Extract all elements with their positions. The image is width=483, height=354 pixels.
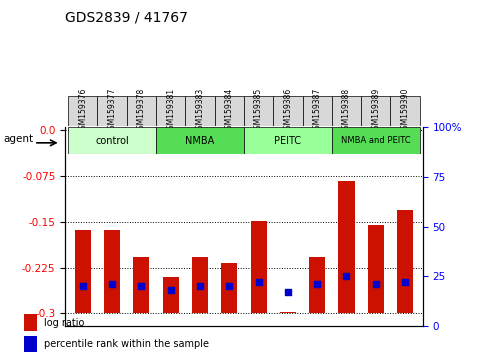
Text: GSM159389: GSM159389 xyxy=(371,87,380,134)
Text: GSM159384: GSM159384 xyxy=(225,87,234,134)
Bar xyxy=(156,127,244,154)
Bar xyxy=(309,257,325,314)
Bar xyxy=(368,225,384,314)
Point xyxy=(196,283,204,289)
Text: log ratio: log ratio xyxy=(44,318,85,327)
Bar xyxy=(251,221,267,314)
Text: agent: agent xyxy=(3,133,33,144)
Bar xyxy=(127,96,156,126)
Text: GSM159383: GSM159383 xyxy=(196,87,204,134)
Point xyxy=(79,283,86,289)
Bar xyxy=(244,96,273,126)
Bar xyxy=(339,181,355,314)
Bar xyxy=(24,314,38,331)
Bar xyxy=(68,127,156,154)
Bar xyxy=(214,96,244,126)
Bar xyxy=(156,96,185,126)
Text: percentile rank within the sample: percentile rank within the sample xyxy=(44,339,210,349)
Text: GSM159386: GSM159386 xyxy=(284,87,292,134)
Point xyxy=(372,281,380,287)
Bar xyxy=(280,312,296,314)
Point xyxy=(167,287,174,293)
Text: NMBA: NMBA xyxy=(185,136,214,146)
Point xyxy=(313,281,321,287)
Bar xyxy=(244,127,332,154)
Bar xyxy=(332,96,361,126)
Bar xyxy=(133,257,149,314)
Bar xyxy=(68,96,98,126)
Bar xyxy=(221,263,237,314)
Text: PEITC: PEITC xyxy=(274,136,301,146)
Point xyxy=(401,279,409,285)
Bar xyxy=(192,257,208,314)
Text: GSM159390: GSM159390 xyxy=(400,87,410,134)
Text: GDS2839 / 41767: GDS2839 / 41767 xyxy=(65,11,188,25)
Text: GSM159376: GSM159376 xyxy=(78,87,87,134)
Text: GSM159381: GSM159381 xyxy=(166,87,175,134)
Bar xyxy=(24,336,38,352)
Bar xyxy=(390,96,420,126)
Text: GSM159388: GSM159388 xyxy=(342,87,351,134)
Bar xyxy=(163,277,179,314)
Point xyxy=(226,283,233,289)
Text: GSM159387: GSM159387 xyxy=(313,87,322,134)
Point xyxy=(255,279,262,285)
Point xyxy=(138,283,145,289)
Bar xyxy=(397,210,413,314)
Bar xyxy=(75,230,91,314)
Bar xyxy=(361,96,390,126)
Bar xyxy=(332,127,420,154)
Text: control: control xyxy=(95,136,129,146)
Text: NMBA and PEITC: NMBA and PEITC xyxy=(341,136,411,145)
Point xyxy=(284,289,292,295)
Text: GSM159377: GSM159377 xyxy=(108,87,116,134)
Point xyxy=(108,281,116,287)
Bar xyxy=(273,96,302,126)
Bar xyxy=(302,96,332,126)
Text: GSM159378: GSM159378 xyxy=(137,87,146,134)
Point xyxy=(342,273,350,279)
Bar xyxy=(98,96,127,126)
Bar xyxy=(104,230,120,314)
Text: GSM159385: GSM159385 xyxy=(254,87,263,134)
Bar xyxy=(185,96,214,126)
